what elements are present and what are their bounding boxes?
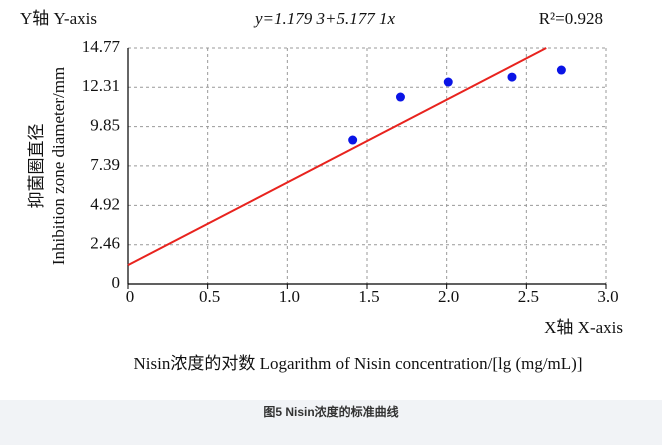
- caption-bar: 图5 Nisin浓度的标准曲线: [0, 400, 662, 445]
- data-point: [507, 72, 517, 82]
- y-tick-label: 2.46: [90, 234, 120, 253]
- chart: Y轴 Y-axis y=1.179 3+5.177 1x R²=0.928 抑菌…: [20, 9, 623, 373]
- data-point: [443, 77, 453, 87]
- fit-line: [127, 47, 547, 267]
- x-tick-label: 0.5: [199, 287, 220, 306]
- y-tick-label: 14.77: [82, 37, 121, 56]
- x-label: Nisin浓度的对数 Logarithm of Nisin concentrat…: [133, 354, 582, 373]
- x-axis-title: X轴 X-axis: [544, 318, 623, 337]
- x-tick-label: 3.0: [597, 287, 618, 306]
- data-point: [395, 92, 405, 102]
- x-tick-label: 1.0: [279, 287, 300, 306]
- caption: 图5 Nisin浓度的标准曲线: [263, 405, 399, 419]
- y-tick-label: 9.85: [90, 116, 120, 135]
- y-axis-title: Y轴 Y-axis: [20, 9, 97, 28]
- y-tick-label: 0: [112, 273, 121, 292]
- x-tick-label: 2.0: [438, 287, 459, 306]
- y-tick-label: 7.39: [90, 155, 120, 174]
- y-tick-label: 4.92: [90, 194, 120, 213]
- y-tick-label: 12.31: [82, 76, 120, 95]
- r-squared: R²=0.928: [539, 9, 603, 28]
- data-point: [348, 135, 358, 145]
- equation: y=1.179 3+5.177 1x: [253, 9, 395, 28]
- data-point: [556, 65, 566, 75]
- x-tick-label: 1.5: [358, 287, 379, 306]
- y-label-en: Inhibition zone diameter/mm: [49, 67, 68, 265]
- x-tick-label: 0: [126, 287, 135, 306]
- y-label-cn: 抑菌圈直径: [27, 124, 46, 209]
- x-tick-label: 2.5: [518, 287, 539, 306]
